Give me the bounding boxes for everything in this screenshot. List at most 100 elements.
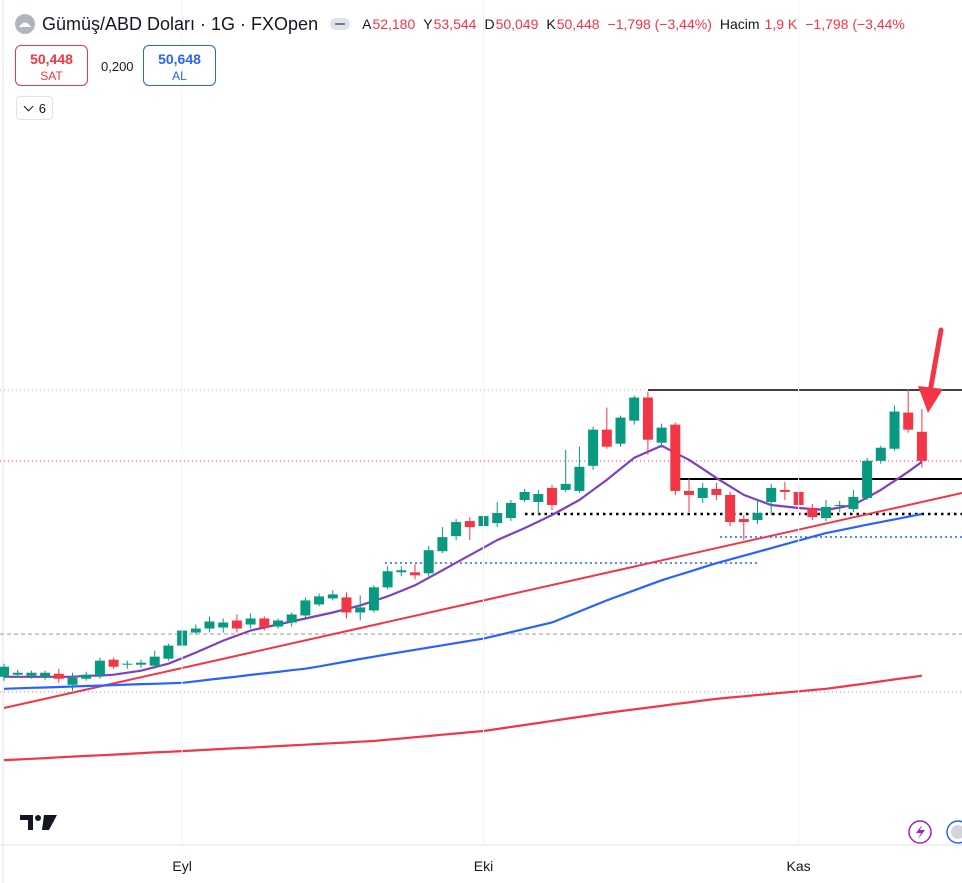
- open-value: 52,180: [372, 16, 416, 32]
- indicator-line: [3, 674, 923, 762]
- collapse-toggle[interactable]: [330, 18, 351, 30]
- indicator-line: [4, 444, 923, 678]
- x-tick-label: Eyl: [172, 858, 191, 874]
- candle-body: [711, 488, 722, 495]
- indicators-toggle[interactable]: 6: [16, 96, 53, 120]
- sell-price: 50,448: [30, 51, 73, 67]
- candle-body: [259, 618, 270, 628]
- candle-body: [327, 594, 338, 599]
- indicator-line: [3, 512, 923, 690]
- legend-header: Gümüş/ABD Doları · 1G · FXOpen A 52,180 Y…: [14, 13, 913, 35]
- candle-body: [300, 600, 311, 616]
- candle-body: [0, 666, 9, 677]
- candle-layer: [0, 389, 927, 691]
- buy-button[interactable]: 50,648 AL: [143, 45, 216, 86]
- candle-body: [122, 663, 133, 665]
- candle-body: [218, 622, 229, 628]
- candle-body: [656, 427, 667, 443]
- candle-body: [560, 483, 571, 490]
- candle-body: [245, 618, 256, 625]
- candle-body: [163, 645, 174, 659]
- candle-body: [684, 490, 694, 495]
- candle-body: [136, 662, 146, 665]
- candle-body: [670, 424, 681, 491]
- candle-body: [547, 487, 557, 505]
- candle-body: [396, 570, 407, 573]
- candle-body: [752, 513, 763, 521]
- candle-body: [26, 672, 37, 676]
- low-label: D: [484, 16, 495, 32]
- low-value: 50,049: [495, 16, 539, 32]
- candle-body: [642, 397, 653, 440]
- candle-body: [108, 659, 119, 667]
- candle-body: [875, 447, 886, 461]
- candle-body: [423, 550, 434, 574]
- arrow-annotation[interactable]: [927, 327, 944, 395]
- symbol-title[interactable]: Gümüş/ABD Doları · 1G · FXOpen: [42, 13, 319, 34]
- candle-body: [533, 493, 544, 502]
- candle-body: [464, 521, 475, 528]
- candle-body: [410, 572, 420, 576]
- candle-body: [574, 466, 585, 491]
- lightning-icon: [916, 825, 925, 839]
- candle-body: [766, 487, 777, 502]
- x-tick-label: Kas: [787, 858, 811, 874]
- candle-body: [889, 411, 900, 449]
- x-tick-label: Eki: [474, 858, 493, 874]
- change-value: −1,798 (−3,44%): [607, 16, 712, 32]
- indicators-count: 6: [38, 100, 46, 116]
- candle-body: [588, 429, 599, 466]
- candle-body: [341, 597, 352, 613]
- high-label: Y: [423, 16, 433, 32]
- arrow-head: [918, 386, 943, 413]
- candle-body: [273, 620, 283, 627]
- volume-label: Hacim: [719, 16, 760, 32]
- candle-body: [807, 508, 818, 518]
- candle-body: [437, 537, 448, 552]
- candle-body: [314, 596, 325, 605]
- candle-body: [615, 417, 626, 444]
- candle-body: [382, 571, 393, 588]
- candle-body: [903, 412, 914, 430]
- candle-body: [12, 672, 23, 675]
- candle-body: [81, 674, 92, 679]
- buy-price: 50,648: [158, 51, 201, 67]
- candle-body: [355, 607, 366, 613]
- candle-body: [492, 513, 503, 524]
- series-layer: [3, 444, 923, 762]
- candle-body: [697, 487, 708, 498]
- candle-body: [779, 489, 790, 492]
- candle-body: [834, 504, 845, 506]
- candle-body: [190, 628, 201, 633]
- candle-body: [53, 673, 64, 679]
- candle-body: [149, 656, 160, 666]
- sell-label: SAT: [40, 69, 63, 83]
- candle-body: [519, 491, 530, 500]
- candle-body: [862, 460, 873, 498]
- tradingview-logo: [20, 815, 57, 830]
- open-label: A: [362, 16, 372, 32]
- candle-body: [231, 620, 242, 629]
- close-label: K: [546, 16, 556, 32]
- candle-body: [821, 506, 831, 519]
- close-value: 50,448: [556, 16, 600, 32]
- candle-body: [505, 502, 516, 519]
- candle-body: [67, 677, 78, 685]
- candle-body: [204, 621, 215, 629]
- volume-value: 1,9 K: [764, 16, 798, 32]
- candle-body: [848, 496, 859, 510]
- spread: 0,200: [101, 59, 134, 74]
- sell-button[interactable]: 50,448 SAT: [15, 45, 88, 86]
- candle-body: [916, 431, 927, 461]
- candle-body: [368, 587, 379, 611]
- volume-change: −1,798 (−3,44%: [805, 16, 905, 32]
- candle-body: [629, 397, 640, 421]
- high-value: 53,544: [433, 16, 477, 32]
- candle-body: [601, 429, 612, 447]
- buy-label: AL: [172, 69, 187, 83]
- candle-body: [286, 614, 297, 623]
- candle-body: [725, 494, 736, 523]
- candle-body: [40, 672, 51, 677]
